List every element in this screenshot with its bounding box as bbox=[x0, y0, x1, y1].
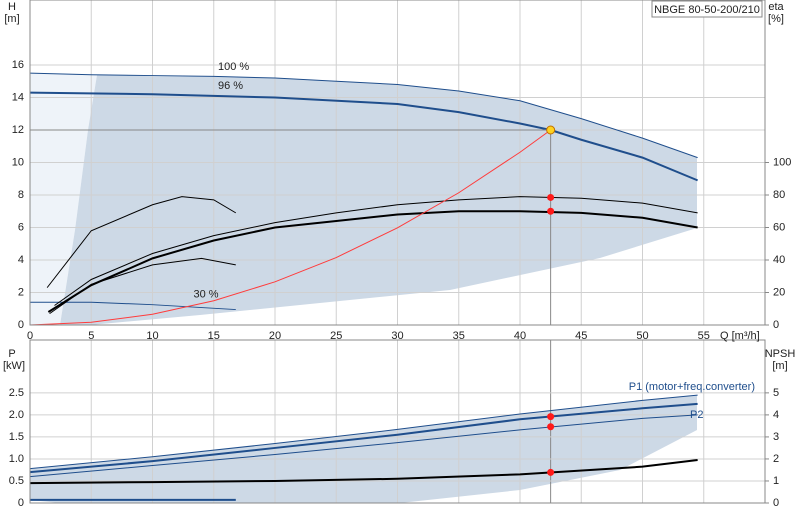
curve bbox=[46, 196, 237, 288]
y-tick-label: 1.5 bbox=[9, 431, 24, 443]
operating-point bbox=[547, 423, 555, 431]
x-tick-label: 55 bbox=[698, 330, 710, 342]
operating-region bbox=[60, 75, 697, 325]
y-axis-label: P bbox=[8, 348, 15, 360]
curve bbox=[30, 301, 236, 311]
y-tick-label: 2.0 bbox=[9, 409, 24, 421]
y2-tick-label: 80 bbox=[773, 189, 785, 201]
curve-label: 96 % bbox=[218, 80, 243, 92]
y-tick-label: 10 bbox=[12, 156, 24, 168]
curve-label: 100 % bbox=[218, 61, 249, 73]
y2-tick-label: 2 bbox=[773, 453, 779, 465]
x-tick-label: 30 bbox=[391, 330, 403, 342]
curve-label: P2 bbox=[690, 409, 703, 421]
y-tick-label: 0 bbox=[18, 497, 24, 509]
x-axis-label: Q [m³/h] bbox=[720, 330, 760, 342]
y2-axis-unit: [m] bbox=[772, 360, 787, 372]
x-tick-label: 0 bbox=[27, 330, 33, 342]
x-tick-label: 15 bbox=[208, 330, 220, 342]
power-region bbox=[30, 395, 697, 503]
y2-axis-label: eta bbox=[768, 1, 784, 13]
curve bbox=[29, 91, 699, 182]
y-tick-label: 12 bbox=[12, 124, 24, 136]
y2-tick-label: 1 bbox=[773, 475, 779, 487]
x-tick-label: 25 bbox=[330, 330, 342, 342]
y2-tick-label: 40 bbox=[773, 254, 785, 266]
x-tick-label: 45 bbox=[575, 330, 587, 342]
curve bbox=[29, 402, 698, 474]
y2-tick-label: 20 bbox=[773, 286, 785, 298]
plot-frame bbox=[29, 0, 766, 326]
y2-axis-label: NPSH bbox=[765, 348, 796, 360]
operating-point bbox=[546, 125, 556, 135]
curve bbox=[54, 196, 698, 306]
y2-tick-label: 3 bbox=[773, 431, 779, 443]
curve bbox=[47, 210, 698, 313]
chart-title: NBGE 80-50-200/210 bbox=[654, 4, 760, 16]
plot-frame bbox=[29, 339, 766, 504]
y-axis-unit: [m] bbox=[4, 13, 19, 25]
y2-tick-label: 100 bbox=[773, 156, 791, 168]
operating-point bbox=[547, 207, 555, 215]
x-tick-label: 40 bbox=[514, 330, 526, 342]
y-tick-label: 2.5 bbox=[9, 387, 24, 399]
y-axis-label: H bbox=[8, 1, 16, 13]
operating-point bbox=[547, 193, 555, 201]
y-tick-label: 0 bbox=[18, 319, 24, 331]
x-tick-label: 5 bbox=[88, 330, 94, 342]
y2-tick-label: 5 bbox=[773, 387, 779, 399]
curve bbox=[29, 129, 551, 326]
curve-label: P1 (motor+freq.converter) bbox=[629, 381, 755, 393]
x-tick-label: 10 bbox=[146, 330, 158, 342]
x-tick-label: 20 bbox=[269, 330, 281, 342]
y-tick-label: 6 bbox=[18, 221, 24, 233]
x-tick-label: 50 bbox=[636, 330, 648, 342]
operating-point bbox=[547, 413, 555, 421]
curve bbox=[49, 257, 236, 315]
y-tick-label: 16 bbox=[12, 59, 24, 71]
y2-tick-label: 60 bbox=[773, 221, 785, 233]
y2-tick-label: 0 bbox=[773, 497, 779, 509]
light-region bbox=[30, 73, 97, 325]
y-axis-unit: [kW] bbox=[3, 360, 25, 372]
y2-tick-label: 0 bbox=[773, 319, 779, 331]
curve bbox=[29, 459, 698, 485]
curve bbox=[29, 72, 698, 159]
y-tick-label: 0.5 bbox=[9, 475, 24, 487]
y2-tick-label: 4 bbox=[773, 409, 779, 421]
y-tick-label: 2 bbox=[18, 286, 24, 298]
y-tick-label: 8 bbox=[18, 189, 24, 201]
y-tick-label: 14 bbox=[12, 91, 24, 103]
curve-label: 30 % bbox=[194, 289, 219, 301]
title-box bbox=[651, 0, 763, 18]
x-tick-label: 35 bbox=[453, 330, 465, 342]
operating-point bbox=[547, 468, 555, 476]
y2-axis-unit: [%] bbox=[768, 13, 784, 25]
curve bbox=[29, 414, 698, 478]
y-tick-label: 1.0 bbox=[9, 453, 24, 465]
curve bbox=[29, 394, 698, 470]
y-tick-label: 4 bbox=[18, 254, 24, 266]
